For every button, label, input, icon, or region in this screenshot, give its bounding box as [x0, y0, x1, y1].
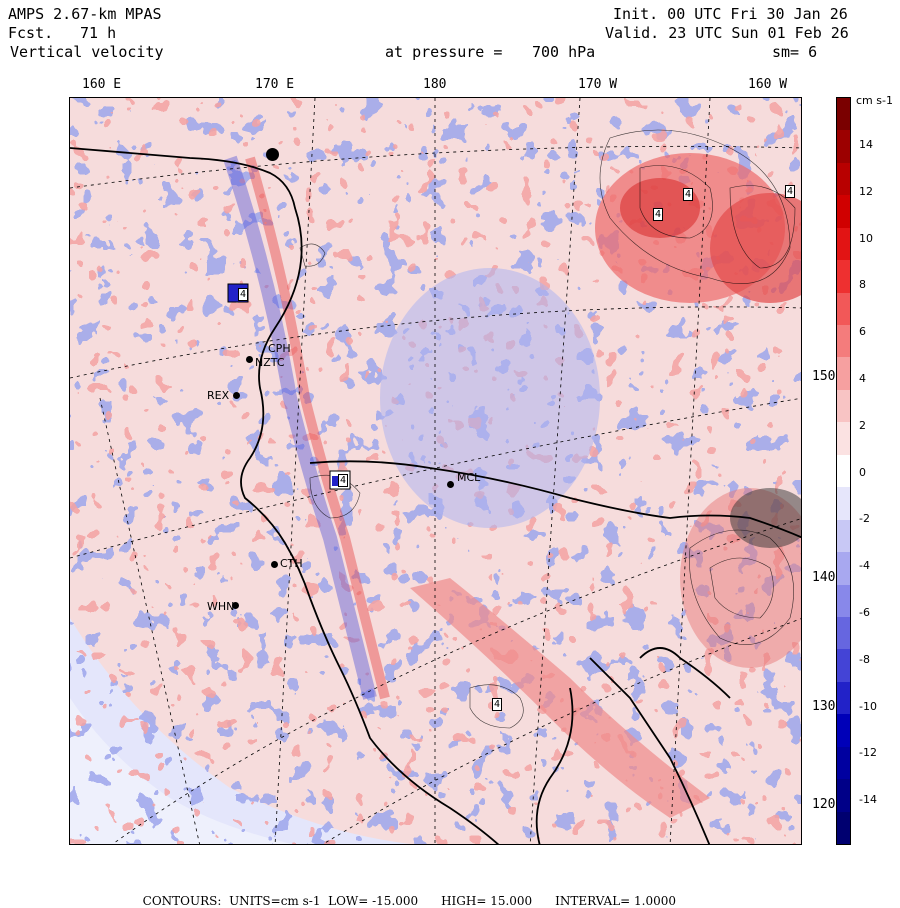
station-dot — [271, 561, 278, 568]
colorbar-tick-label: -12 — [859, 746, 877, 760]
colorbar-segment — [837, 227, 850, 261]
footer-low: LOW= -15.000 — [328, 894, 419, 908]
footer-high: HIGH= 15.000 — [441, 894, 533, 908]
contour-label: 4 — [492, 698, 503, 711]
colorbar-segment — [837, 130, 850, 164]
colorbar-segment — [837, 162, 850, 196]
colorbar-tick-label: 0 — [859, 465, 866, 479]
colorbar-segment — [837, 487, 850, 521]
colorbar-segment — [837, 454, 850, 488]
lon-label-170w: 170 W — [578, 77, 618, 92]
colorbar-segment — [837, 616, 850, 650]
colorbar — [836, 97, 851, 845]
contour-label: 4 — [785, 185, 796, 198]
model-title: AMPS 2.67-km MPAS — [8, 5, 162, 23]
contour-lines — [299, 129, 796, 729]
dense-contours — [730, 488, 801, 548]
colorbar-segment — [837, 260, 850, 294]
station-rex: REX — [207, 389, 230, 402]
station-dot — [447, 481, 454, 488]
mountain-streak-blue — [223, 155, 377, 700]
station-dot — [232, 602, 239, 609]
colorbar-segment — [837, 389, 850, 423]
footer-units: UNITS=cm s-1 — [229, 894, 321, 908]
station-cth: CTH — [280, 557, 303, 570]
forecast-label: Fcst. — [8, 24, 54, 42]
colorbar-tick-label: 12 — [859, 184, 873, 198]
pressure-label: at pressure = — [385, 43, 503, 61]
colorbar-tick-label: 14 — [859, 138, 873, 151]
colorbar-tick-label: -2 — [859, 512, 870, 526]
mountain-streak-red — [245, 156, 390, 700]
station-dot — [246, 356, 253, 363]
footer-interval: INTERVAL= 1.0000 — [555, 894, 677, 908]
colorbar-tick-label: -14 — [859, 793, 877, 807]
station-nztc: NZTC — [255, 356, 285, 369]
valid-time: Valid. 23 UTC Sun 01 Feb 26 — [605, 24, 849, 42]
wave-marker-blue — [332, 476, 340, 486]
station-dot — [233, 392, 240, 399]
contour-label: 4 — [238, 288, 249, 301]
colorbar-segment — [837, 584, 850, 618]
colorbar-segment — [837, 779, 850, 813]
forecast-hour: 71 h — [80, 24, 117, 42]
colorbar-segment — [837, 357, 850, 391]
ascent-region — [380, 268, 600, 528]
pressure-value: 700 hPa — [532, 43, 596, 61]
colorbar-tick-label: -8 — [859, 652, 870, 666]
lon-label-160e: 160 E — [82, 77, 122, 92]
smoothing: sm= 6 — [772, 43, 818, 61]
graticule — [70, 98, 801, 844]
colorbar-tick-label: -4 — [859, 559, 870, 573]
contour-label: 4 — [653, 208, 664, 221]
colorbar-tick-label: 4 — [859, 372, 866, 385]
colorbar-tick-label: 6 — [859, 325, 866, 339]
init-time: Init. 00 UTC Fri 30 Jan 26 — [613, 5, 848, 23]
colorbar-segment — [837, 325, 850, 358]
colorbar-segment — [837, 746, 850, 780]
colorbar-segment — [837, 552, 850, 585]
lon-label-160w: 160 W — [748, 77, 788, 92]
lon-label-170e: 170 E — [255, 77, 295, 92]
lon-label-180: 180 — [423, 77, 447, 92]
contour-label: 4 — [338, 474, 349, 487]
colorbar-segment — [837, 649, 850, 683]
colorbar-segment — [837, 292, 850, 326]
colorbar-tick-label: -6 — [859, 606, 870, 619]
colorbar-segment — [837, 422, 850, 456]
colorbar-tick-label: 8 — [859, 278, 866, 292]
colorbar-segment — [837, 811, 850, 845]
coastline — [70, 147, 801, 844]
colorbar-segment — [837, 195, 850, 229]
colorbar-unit: cm s-1 — [856, 94, 893, 107]
contour-label: 4 — [683, 188, 694, 201]
station-mcl: MCL — [457, 471, 481, 484]
footer-contours: CONTOURS: UNITS=cm s-1 LOW= -15.000 HIGH… — [135, 880, 676, 908]
field-name: Vertical velocity — [10, 43, 164, 61]
vertical-velocity-map[interactable] — [69, 97, 802, 845]
colorbar-tick-label: -10 — [859, 699, 877, 713]
colorbar-segment — [837, 681, 850, 715]
colorbar-tick-label: 2 — [859, 418, 866, 432]
colorbar-tick-label: 10 — [859, 231, 873, 245]
coastal-red-band — [410, 578, 710, 818]
colorbar-segment — [837, 519, 850, 553]
map-canvas — [70, 98, 801, 844]
colorbar-segment — [837, 714, 850, 748]
station-whn: WHN — [207, 600, 235, 613]
station-dot-large — [266, 148, 279, 161]
footer-contours-label: CONTOURS: — [142, 894, 222, 908]
colorbar-segment — [837, 98, 850, 131]
station-cph: CPH — [268, 342, 291, 355]
